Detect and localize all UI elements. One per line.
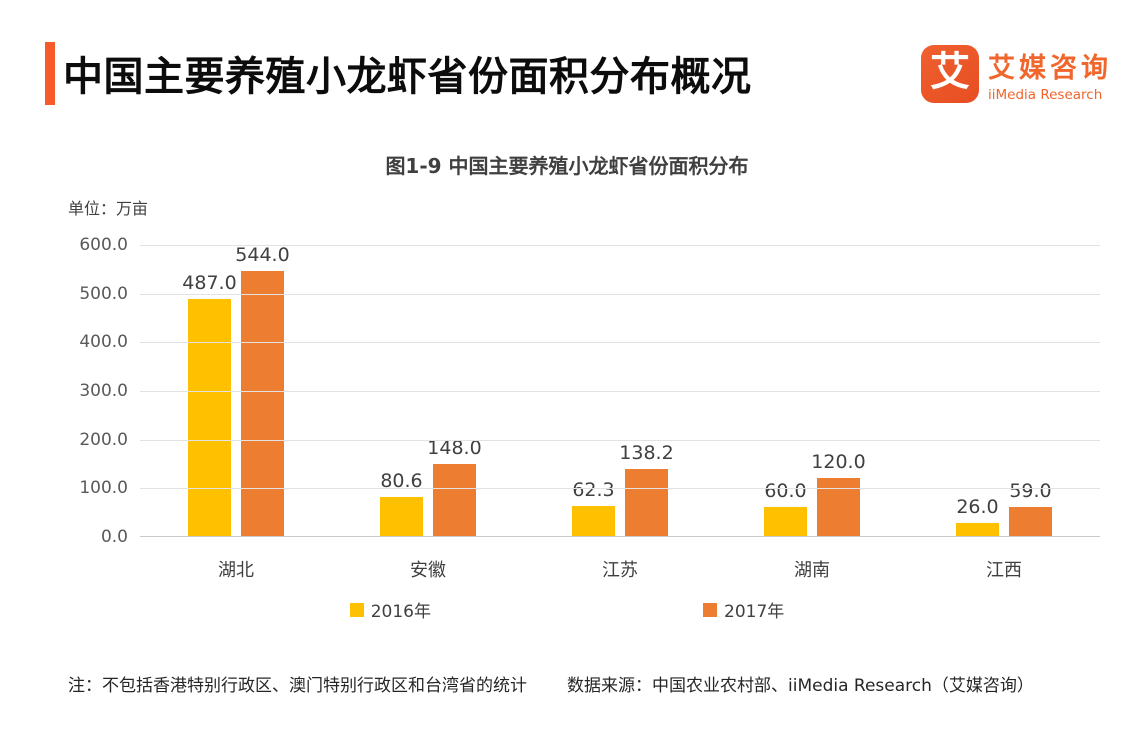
bar-column: 120.0 [811, 451, 866, 536]
bar-column: 62.3 [572, 479, 615, 536]
x-category-label: 湖南 [794, 560, 830, 581]
bar-value-label: 544.0 [235, 244, 290, 267]
gridline [140, 293, 1100, 295]
gridline [140, 391, 1100, 392]
bar-series0-cat3 [764, 506, 807, 536]
bar-group: 62.3 138.2 [524, 245, 716, 536]
bar-value-label: 148.0 [427, 436, 482, 459]
iimedia-logo-icon: 艾 [921, 45, 979, 103]
y-tick-label: 500.0 [79, 283, 128, 304]
header: 中国主要养殖小龙虾省份面积分布概况 艾 艾媒咨询 iiMedia Researc… [45, 40, 1114, 106]
logo-name-cn: 艾媒咨询 [988, 52, 1112, 84]
bar-series1-cat0 [241, 271, 284, 536]
source-text: 数据来源：中国农业农村部、iiMedia Research（艾媒咨询） [567, 676, 1034, 696]
bar-value-label: 59.0 [1009, 480, 1052, 503]
bar-series1-cat4 [1009, 507, 1052, 536]
unit-label: 单位：万亩 [68, 199, 149, 218]
bar-series0-cat1 [380, 496, 423, 536]
bar-group: 487.0 544.0 [140, 244, 332, 536]
bar-column: 138.2 [619, 442, 674, 536]
bar-value-label: 487.0 [182, 272, 237, 294]
page-title: 中国主要养殖小龙虾省份面积分布概况 [63, 54, 752, 100]
y-tick-label: 300.0 [79, 381, 128, 401]
y-tick-label: 100.0 [79, 478, 128, 499]
legend-item-series1: 2017年 [703, 597, 784, 622]
bar-column: 59.0 [1009, 480, 1052, 536]
bar-series1-cat3 [817, 477, 860, 536]
x-axis-categories: 湖北 安徽 江苏 湖南 江西 [140, 556, 1100, 582]
y-tick-label: 400.0 [79, 332, 128, 353]
legend-label: 2017年 [724, 602, 785, 622]
bar-column: 487.0 [182, 272, 237, 536]
logo-icon-glyph: 艾 [930, 49, 970, 95]
bar-series1-cat2 [625, 468, 668, 536]
bar-value-label: 80.6 [380, 469, 423, 492]
gridline [140, 342, 1100, 344]
y-tick-label: 0.0 [100, 527, 128, 547]
y-axis: 0.0 100.0 200.0 300.0 400.0 500.0 600.0 [40, 235, 128, 547]
legend-item-series0: 2016年 [349, 597, 431, 622]
x-category-label: 江苏 [602, 560, 638, 581]
chart-title: 图1-9 中国主要养殖小龙虾省份面积分布 [385, 154, 749, 178]
plot-area: 487.0 544.0 80.6 148.0 62.3 138.2 60.0 120.0 26.… [140, 244, 1100, 537]
bar-column: 60.0 [764, 480, 807, 536]
legend-label: 2016年 [370, 602, 431, 622]
bar-group: 80.6 148.0 [332, 245, 524, 536]
bar-group: 60.0 120.0 [716, 245, 908, 536]
legend-swatch [703, 602, 717, 617]
bar-value-label: 62.3 [572, 478, 615, 501]
legend: 2016年 2017年 [0, 597, 1134, 622]
x-category-label: 江西 [986, 560, 1022, 581]
y-tick-label: 200.0 [79, 429, 128, 450]
bar-column: 544.0 [235, 244, 290, 536]
y-tick-label: 600.0 [79, 235, 128, 255]
iimedia-logo: 艾 艾媒咨询 iiMedia Research [921, 45, 1112, 103]
bar-column: 148.0 [427, 437, 482, 536]
bar-series0-cat4 [956, 523, 999, 536]
bar-column: 80.6 [380, 470, 423, 536]
gridline [140, 245, 1100, 246]
logo-name-en: iiMedia Research [988, 86, 1103, 103]
bar-groups: 487.0 544.0 80.6 148.0 62.3 138.2 60.0 120.0 26.… [140, 244, 1100, 536]
bar-series0-cat0 [188, 299, 231, 536]
bar-value-label: 60.0 [764, 479, 807, 502]
bar-value-label: 26.0 [956, 496, 999, 519]
bar-series0-cat2 [572, 505, 615, 536]
bar-value-label: 138.2 [619, 441, 674, 464]
title-accent-bar [45, 41, 55, 105]
footnote: 注：不包括香港特别行政区、澳门特别行政区和台湾省的统计 数据来源：中国农业农村部… [68, 671, 1034, 696]
bar-value-label: 120.0 [811, 450, 866, 473]
bar-series1-cat1 [433, 463, 476, 536]
logo-text: 艾媒咨询 iiMedia Research [988, 46, 1112, 103]
x-category-label: 湖北 [218, 560, 254, 581]
legend-swatch [349, 602, 364, 617]
bar-column: 26.0 [956, 496, 999, 536]
gridline [140, 488, 1100, 490]
x-category-label: 安徽 [410, 560, 446, 581]
gridline [140, 439, 1100, 441]
bar-group: 26.0 59.0 [908, 245, 1100, 536]
note-text: 注：不包括香港特别行政区、澳门特别行政区和台湾省的统计 [68, 676, 527, 696]
